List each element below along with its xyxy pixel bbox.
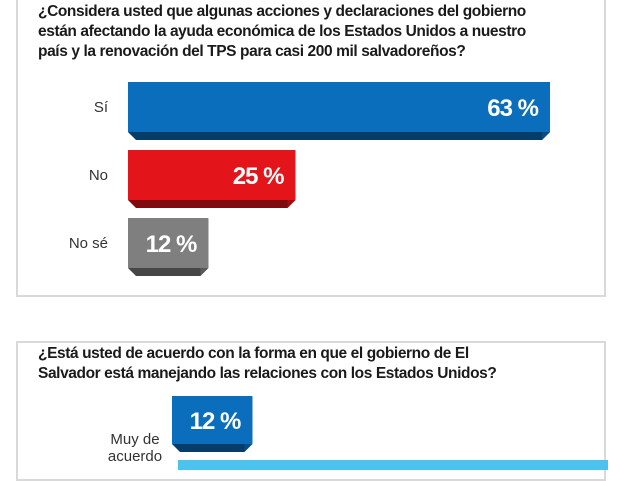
value-label-0: 63 %: [487, 95, 538, 122]
bar2-0-bevel: [172, 444, 253, 452]
chart-2-question: ¿Está usted de acuerdo con la forma en q…: [38, 344, 568, 384]
category-label-1: No: [89, 167, 108, 184]
bar2-1: [178, 460, 608, 470]
chart-1-question-line-1: ¿Considera usted que algunas acciones y …: [38, 3, 526, 20]
bar-1: [128, 150, 296, 208]
bar-2-face: [128, 218, 209, 268]
bar-2: [128, 218, 209, 276]
bar-1-face: [128, 150, 296, 200]
chart-1-bars: Sí 63 % No 25 % No sé 12 %: [69, 82, 550, 276]
bar2-0: [172, 396, 253, 452]
category-label-2: No sé: [69, 235, 108, 252]
value-label-2: 12 %: [146, 231, 197, 258]
bar-1-bevel: [128, 200, 296, 208]
value-label-1: 25 %: [233, 163, 284, 190]
chart-1-question-line-2: están afectando la ayuda económica de lo…: [38, 23, 526, 40]
chart-1-question: ¿Considera usted que algunas acciones y …: [38, 2, 583, 62]
bar-2-bevel: [128, 268, 209, 276]
category-label-0: Sí: [94, 99, 109, 116]
bar-0-face: [128, 82, 550, 132]
category2-label-line-0: Muy de: [110, 431, 159, 448]
bar2-0-face: [172, 396, 253, 444]
chart-1-question-line-3: país y la renovación del TPS para casi 2…: [38, 43, 466, 60]
bar-0: [128, 82, 550, 140]
chart-2-question-line-2: Salvador está manejando las relaciones c…: [38, 365, 497, 382]
bar-0-bevel: [128, 132, 550, 140]
value2-label-0: 12 %: [190, 408, 241, 435]
category2-label-line-1: acuerdo: [108, 448, 162, 465]
chart-2-question-line-1: ¿Está usted de acuerdo con la forma en q…: [38, 345, 469, 362]
